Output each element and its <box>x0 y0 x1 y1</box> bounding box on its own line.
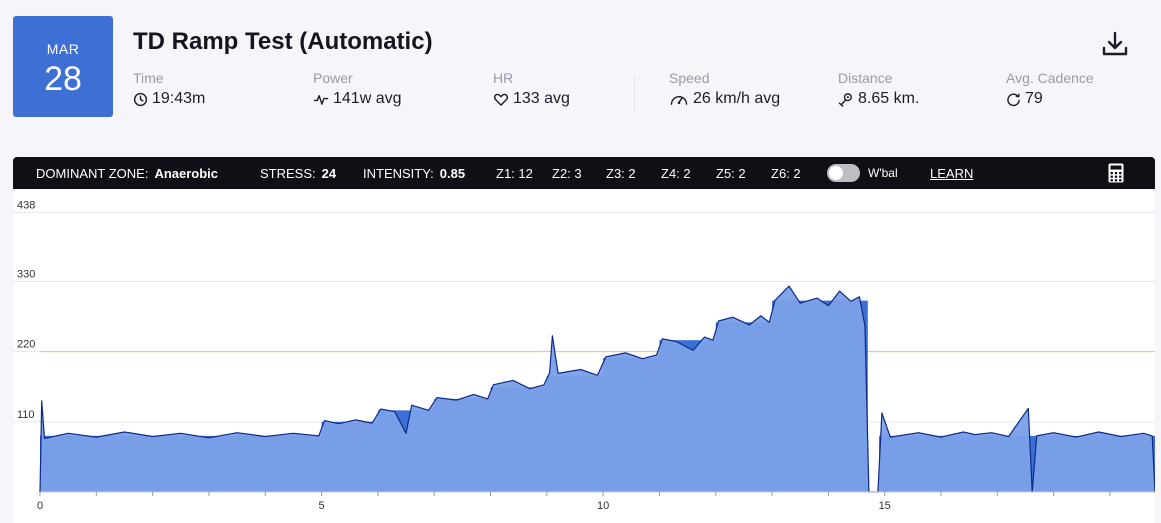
power-line <box>39 285 1155 493</box>
zone-z5: Z5: 2 <box>716 166 746 181</box>
date-month: MAR <box>46 41 80 57</box>
stat-label: Distance <box>838 70 893 86</box>
heart-icon <box>494 93 508 106</box>
stat-power: Power 141w avg <box>313 70 402 108</box>
zone-z6: Z6: 2 <box>771 166 801 181</box>
stat-value: 8.65 km. <box>858 90 920 107</box>
stat-label: Avg. Cadence <box>1006 70 1094 86</box>
dominant-zone-value: Anaerobic <box>154 166 219 181</box>
route-pin-icon <box>838 92 852 107</box>
stats-divider <box>634 76 635 112</box>
stress: STRESS: 24 <box>260 166 337 181</box>
stat-time: Time 19:43m <box>133 70 205 108</box>
stat-speed: Speed 26 km/h avg <box>669 70 780 108</box>
y-tick-label: 110 <box>17 409 35 421</box>
power-wave-icon <box>313 94 329 105</box>
y-tick-label: 438 <box>17 200 35 212</box>
download-icon[interactable] <box>1099 28 1131 60</box>
workout-title: TD Ramp Test (Automatic) <box>133 28 433 55</box>
date-day: 28 <box>44 60 82 98</box>
stat-label: Speed <box>669 70 710 86</box>
cadence-icon <box>1007 93 1020 106</box>
stat-value: 19:43m <box>152 90 206 107</box>
stat-hr: HR 133 avg <box>493 70 570 108</box>
stat-cadence: Avg. Cadence 79 <box>1006 70 1094 108</box>
calculator-icon[interactable] <box>1108 163 1124 183</box>
stat-label: Time <box>133 70 164 86</box>
dominant-zone: DOMINANT ZONE: Anaerobic <box>36 166 219 181</box>
learn-link[interactable]: LEARN <box>930 166 974 181</box>
stat-label: HR <box>493 70 514 86</box>
power-area <box>40 286 1155 492</box>
intensity: INTENSITY: 0.85 <box>363 166 466 181</box>
x-tick-label: 0 <box>37 500 43 512</box>
stat-value: 133 avg <box>513 90 570 107</box>
zone-z3: Z3: 2 <box>606 166 636 181</box>
speedometer-icon <box>670 95 688 105</box>
power-chart[interactable]: 438 330 220 110 0 5 10 15 <box>13 189 1155 523</box>
zone-z1: Z1: 12 <box>496 166 533 181</box>
zone-z2: Z2: 3 <box>552 166 582 181</box>
workout-summary-bar: DOMINANT ZONE: Anaerobic STRESS: 24 INTENS… <box>13 157 1155 189</box>
x-tick-label: 15 <box>879 500 891 512</box>
x-tick-label: 5 <box>319 500 325 512</box>
clock-icon <box>133 92 148 106</box>
stat-value: 141w avg <box>333 90 402 107</box>
stat-label: Power <box>313 70 353 86</box>
x-tick-label: 10 <box>597 500 609 512</box>
stat-value: 26 km/h avg <box>693 90 781 107</box>
wbal-label: W'bal <box>868 166 898 180</box>
workout-date-badge: MAR 28 <box>13 16 113 117</box>
stress-value: 24 <box>321 166 337 181</box>
power-chart-svg: 438 330 220 110 0 5 10 15 <box>13 200 1155 512</box>
wbal-toggle[interactable] <box>827 164 860 182</box>
stat-distance: Distance 8.65 km. <box>838 70 919 108</box>
y-tick-label: 220 <box>17 339 35 351</box>
intensity-value: 0.85 <box>439 166 466 181</box>
zone-z4: Z4: 2 <box>661 166 691 181</box>
y-tick-label: 330 <box>17 268 35 280</box>
stat-value: 79 <box>1025 90 1043 107</box>
